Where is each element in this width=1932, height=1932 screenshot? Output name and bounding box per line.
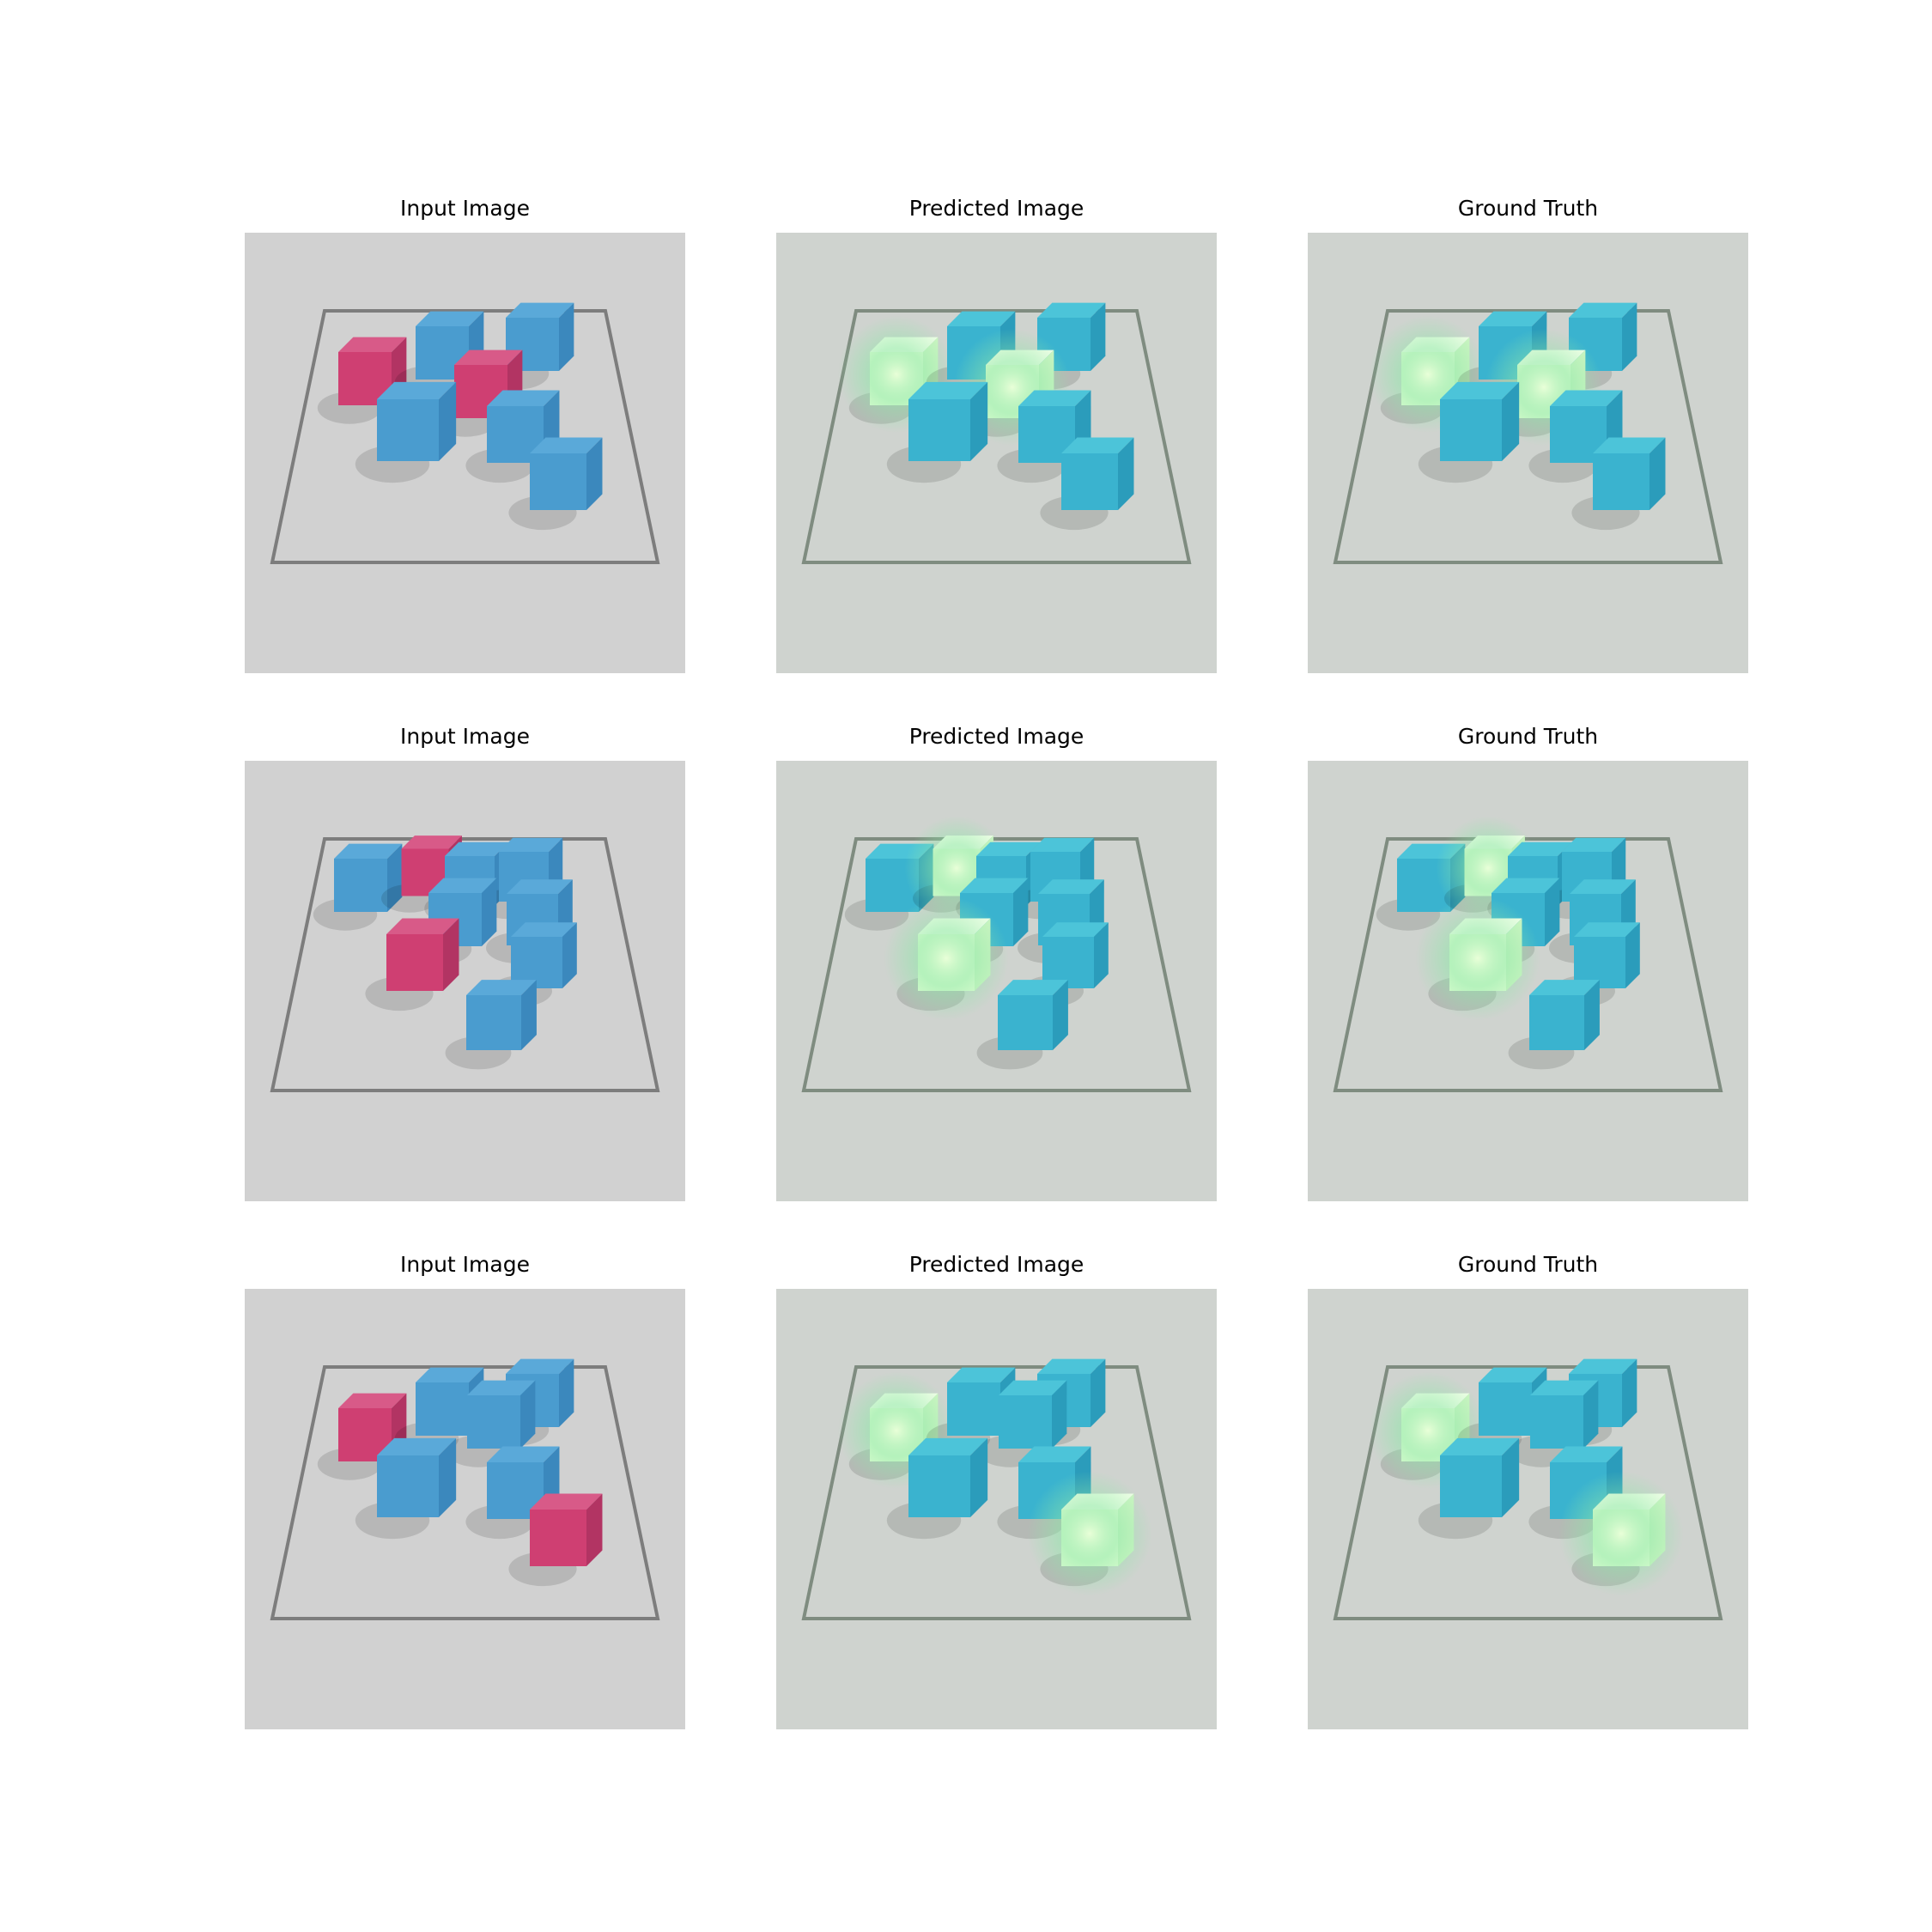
blue-cube [1418, 1437, 1520, 1540]
panel-title: Input Image [400, 724, 530, 749]
panel-title: Input Image [400, 196, 530, 221]
panel-title: Predicted Image [908, 724, 1084, 749]
scene-image [1308, 1289, 1748, 1729]
panel-predicted: Predicted Image [776, 1252, 1217, 1729]
panel-title: Ground Truth [1457, 1252, 1599, 1277]
blue-cube [976, 980, 1068, 1070]
red-cube [365, 918, 459, 1012]
tray-outline [801, 309, 1192, 564]
panel-predicted: Predicted Image [776, 196, 1217, 673]
blue-cube [355, 1437, 457, 1540]
blue-cube [1418, 381, 1520, 483]
blue-cube [465, 390, 560, 483]
red-cube [884, 896, 1009, 1021]
blue-cube [508, 437, 603, 531]
scene-image [1308, 761, 1748, 1201]
panel-title: Predicted Image [908, 196, 1084, 221]
red-cube [508, 1493, 603, 1587]
scene-background [776, 233, 1217, 673]
panel-ground-truth: Ground Truth [1308, 1252, 1748, 1729]
panel-ground-truth: Ground Truth [1308, 724, 1748, 1201]
panel-input: Input Image [245, 724, 685, 1201]
scene-background [1308, 233, 1748, 673]
panel-ground-truth: Ground Truth [1308, 196, 1748, 673]
red-cube [1027, 1471, 1152, 1596]
tray-outline [801, 1365, 1192, 1620]
red-cube [1415, 896, 1540, 1021]
red-cube [1558, 1471, 1684, 1596]
scene-background [245, 761, 685, 1201]
panel-title: Input Image [400, 1252, 530, 1277]
scene-background [245, 1289, 685, 1729]
blue-cube [1571, 437, 1666, 531]
blue-cube [1508, 980, 1600, 1070]
scene-background [1308, 1289, 1748, 1729]
blue-cube [313, 843, 403, 931]
blue-cube [886, 381, 988, 483]
panel-title: Ground Truth [1457, 724, 1599, 749]
panel-title: Predicted Image [908, 1252, 1084, 1277]
blue-cube [465, 1446, 560, 1540]
tray-outline [270, 1365, 660, 1620]
panel-input: Input Image [245, 196, 685, 673]
scene-image [776, 1289, 1217, 1729]
scene-image [245, 1289, 685, 1729]
scene-image [776, 233, 1217, 673]
tray-outline [270, 309, 660, 564]
blue-cube [1040, 437, 1134, 531]
scene-image [1308, 233, 1748, 673]
tray-outline [1333, 309, 1723, 564]
scene-background [245, 233, 685, 673]
blue-cube [445, 980, 537, 1070]
scene-image [245, 233, 685, 673]
blue-cube [886, 1437, 988, 1540]
panel-predicted: Predicted Image [776, 724, 1217, 1201]
scene-background [776, 1289, 1217, 1729]
scene-image [245, 761, 685, 1201]
scene-image [776, 761, 1217, 1201]
blue-cube [1509, 1380, 1599, 1467]
blue-cube [355, 381, 457, 483]
panel-input: Input Image [245, 1252, 685, 1729]
panel-title: Ground Truth [1457, 196, 1599, 221]
tray-outline [1333, 1365, 1723, 1620]
